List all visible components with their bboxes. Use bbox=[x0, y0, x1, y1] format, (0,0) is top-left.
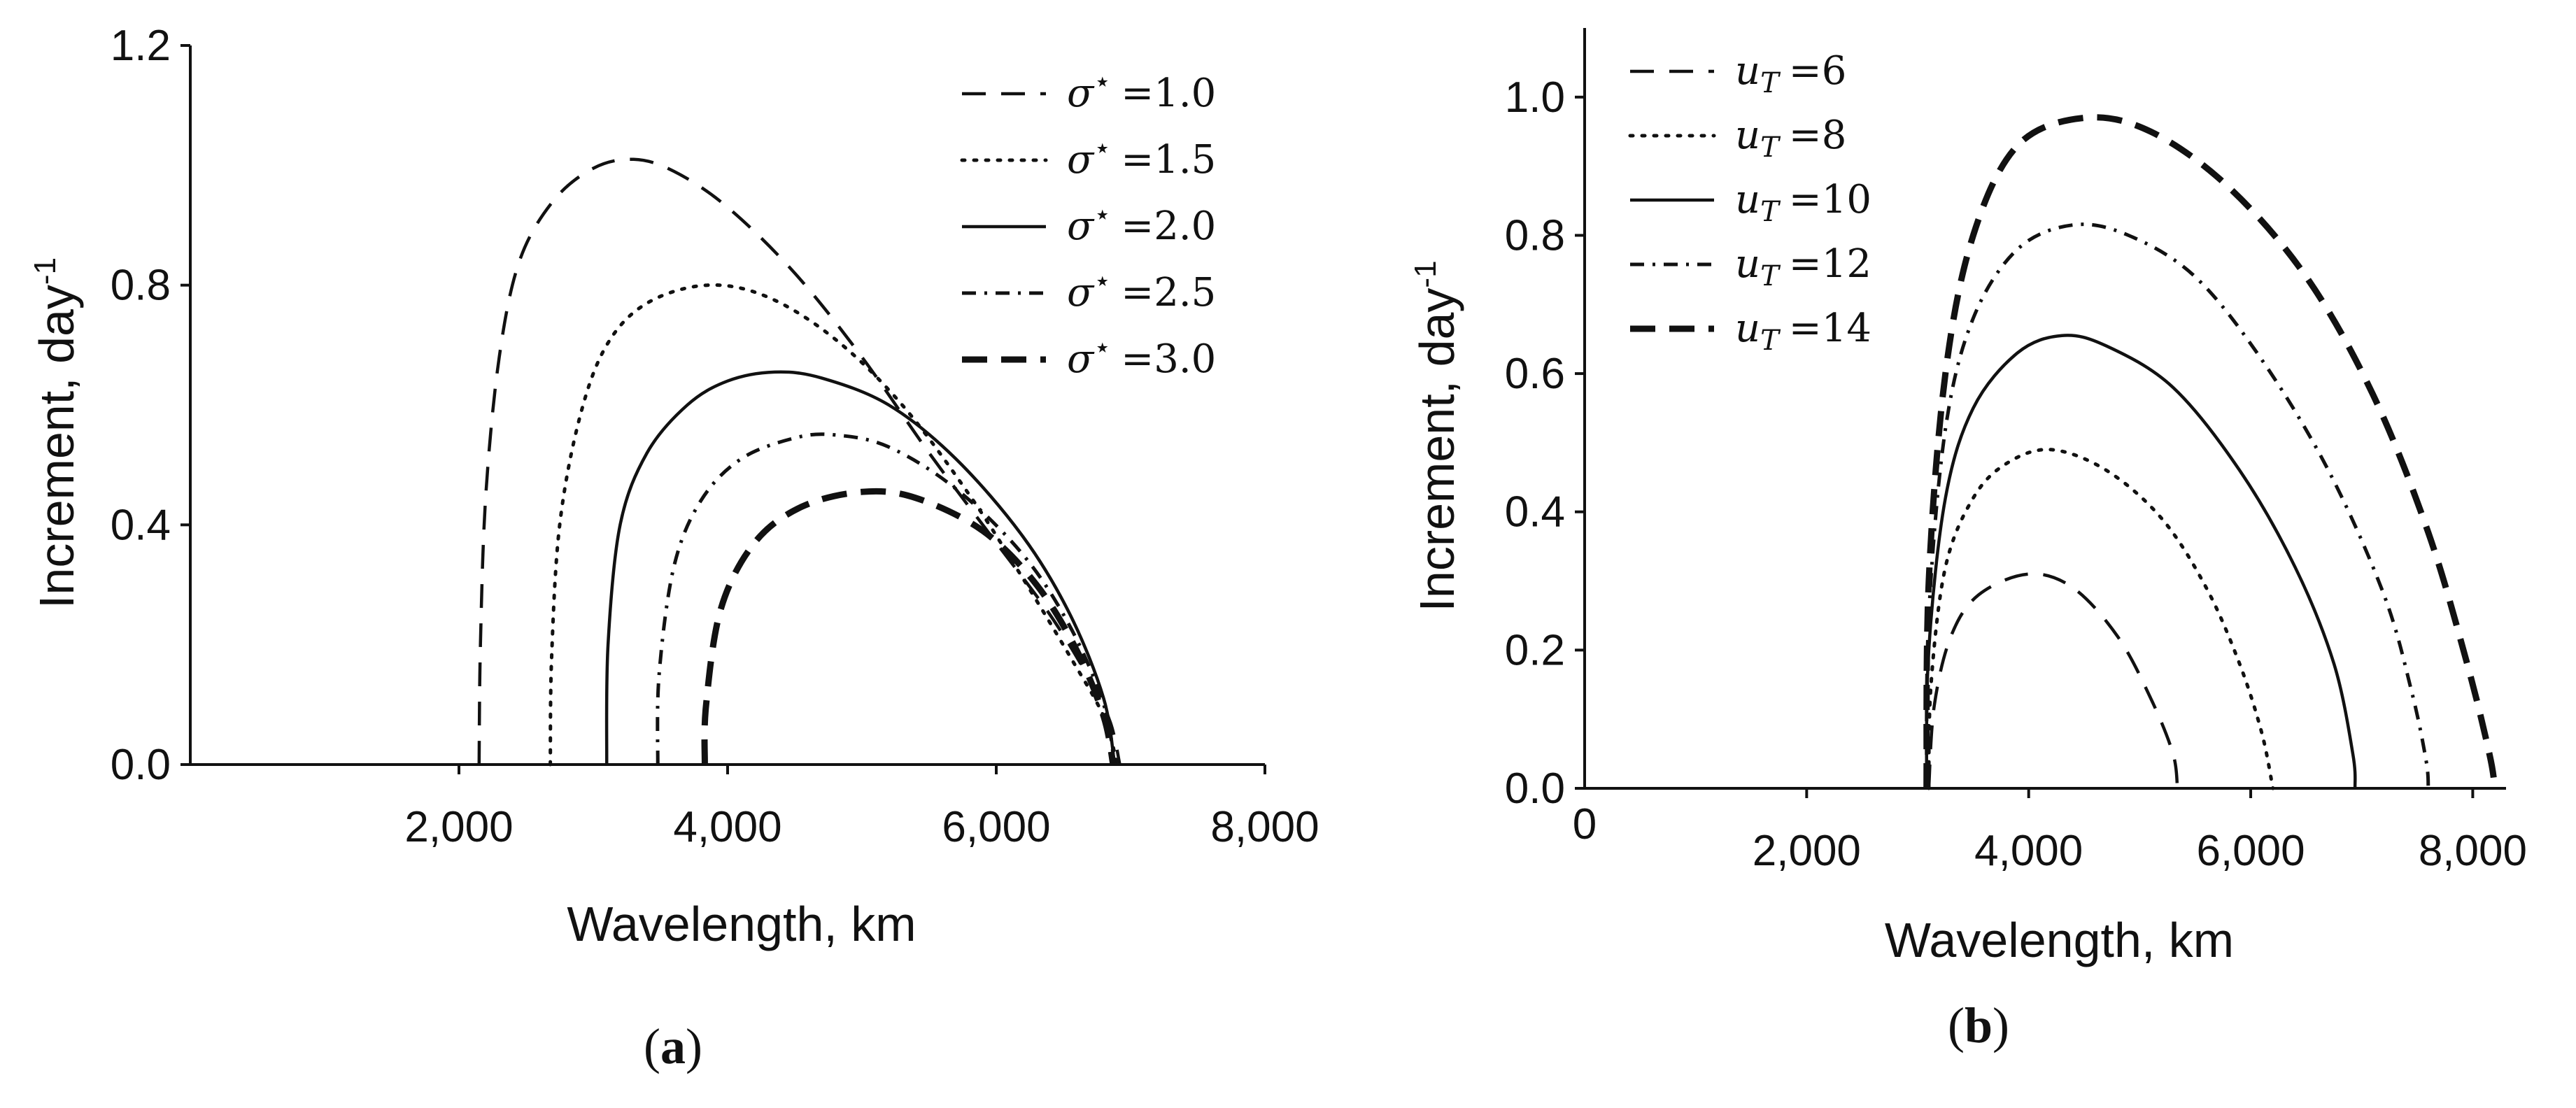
series-line-b-3 bbox=[1925, 334, 2357, 789]
legend-symbol: σ bbox=[1067, 270, 1095, 315]
y-axis-label-main: Increment, day bbox=[29, 285, 84, 609]
panel-letter: a bbox=[660, 1018, 686, 1074]
x-tick-label: 2,000 bbox=[1753, 827, 1861, 875]
y-axis-label-sup: -1 bbox=[28, 257, 62, 285]
legend-symbol: σ bbox=[1067, 336, 1095, 382]
legend-symbol: u bbox=[1735, 48, 1760, 94]
y-tick-label: 0.4 bbox=[111, 501, 171, 549]
legend-symbol: u bbox=[1735, 113, 1760, 158]
x-tick-label: 6,000 bbox=[942, 803, 1050, 851]
y-tick-label: 0.6 bbox=[1505, 350, 1565, 398]
series-line-a-3 bbox=[604, 370, 1117, 765]
y-axis-label-sup: -1 bbox=[1408, 260, 1443, 287]
legend-subscript: T bbox=[1760, 260, 1781, 292]
series-line-b-2 bbox=[1927, 448, 2275, 790]
y-tick-label: 0.4 bbox=[1505, 488, 1565, 537]
x-tick-label: 4,000 bbox=[1974, 827, 2083, 875]
y-tick-label: 1.2 bbox=[111, 22, 171, 70]
origin-label: 0 bbox=[1573, 800, 1597, 848]
legend-symbol: u bbox=[1735, 177, 1760, 222]
x-tick-label: 2,000 bbox=[404, 803, 513, 851]
legend-entry: σ⋆ =1.0 bbox=[1067, 66, 1216, 116]
series-line-b-4 bbox=[1925, 222, 2430, 789]
legend-value: =6 bbox=[1789, 48, 1847, 94]
legend-entry: uT =6 bbox=[1735, 48, 1846, 99]
legend-entry: σ⋆ =2.0 bbox=[1067, 199, 1216, 249]
series-line-a-5 bbox=[701, 488, 1117, 765]
y-tick-label: 1.0 bbox=[1505, 73, 1565, 122]
y-tick-label: 0.8 bbox=[111, 262, 171, 310]
legend-entry: uT =14 bbox=[1735, 306, 1871, 357]
y-tick-label: 0.0 bbox=[1505, 765, 1565, 813]
x-axis-label: Wavelength, km bbox=[567, 897, 916, 951]
y-tick-label: 0.0 bbox=[111, 741, 171, 789]
legend-symbol: σ bbox=[1067, 137, 1095, 183]
legend-entry: uT =8 bbox=[1735, 113, 1846, 164]
panel-a: 0.0 0.4 0.8 1.2 2,000 4,000 6,000 8,000 Waveleng… bbox=[28, 22, 1319, 1074]
series-line-b-1 bbox=[1927, 572, 2179, 789]
legend-value: =8 bbox=[1789, 113, 1847, 158]
legend-subscript: T bbox=[1760, 196, 1781, 228]
legend-value: =12 bbox=[1789, 241, 1871, 287]
series-line-b-5 bbox=[1923, 114, 2498, 789]
x-tick-label: 8,000 bbox=[1210, 803, 1319, 851]
x-tick-label: 8,000 bbox=[2419, 827, 2527, 875]
x-axis-label: Wavelength, km bbox=[1885, 913, 2234, 967]
series-line-a-4 bbox=[656, 432, 1117, 765]
panel-b: 0.0 0.2 0.4 0.6 0.8 1.0 2,000 4,000 6,000 8,000 0 W… bbox=[1408, 28, 2527, 1053]
legend-symbol: σ bbox=[1067, 204, 1095, 249]
y-tick-label: 0.2 bbox=[1505, 626, 1565, 674]
legend-subscript: T bbox=[1760, 325, 1781, 357]
legend-entry: uT =12 bbox=[1735, 241, 1871, 292]
legend-entry: σ⋆ =1.5 bbox=[1067, 132, 1216, 183]
legend-star: ⋆ bbox=[1094, 132, 1111, 164]
y-axis-label: Increment, day-1 bbox=[28, 257, 84, 609]
panel-label-b: (b) bbox=[1948, 997, 2009, 1053]
legend-value: =10 bbox=[1789, 177, 1871, 222]
series-line-a-1 bbox=[477, 157, 1121, 765]
legend-entry: uT =10 bbox=[1735, 177, 1871, 228]
legend-star: ⋆ bbox=[1094, 332, 1111, 364]
x-tick-label: 4,000 bbox=[673, 803, 781, 851]
legend-star: ⋆ bbox=[1094, 66, 1111, 98]
legend-value: =1.0 bbox=[1121, 71, 1216, 116]
legend-symbol: σ bbox=[1067, 71, 1095, 116]
legend-value: =2.0 bbox=[1121, 204, 1216, 249]
legend-entry: σ⋆ =2.5 bbox=[1067, 265, 1216, 315]
legend-symbol: u bbox=[1735, 241, 1760, 287]
legend-value: =3.0 bbox=[1121, 336, 1216, 382]
legend-value: =2.5 bbox=[1121, 270, 1216, 315]
legend-symbol: u bbox=[1735, 306, 1760, 351]
panel-label-a: (a) bbox=[644, 1018, 702, 1074]
legend-value: =1.5 bbox=[1121, 137, 1216, 183]
legend-subscript: T bbox=[1760, 67, 1781, 99]
y-tick-label: 0.8 bbox=[1505, 211, 1565, 260]
x-tick-label: 6,000 bbox=[2196, 827, 2305, 875]
series-line-a-2 bbox=[549, 283, 1119, 767]
y-axis-label: Increment, day-1 bbox=[1408, 260, 1464, 611]
legend-value: =14 bbox=[1789, 306, 1871, 351]
legend-star: ⋆ bbox=[1094, 199, 1111, 231]
y-axis-label-main: Increment, day bbox=[1410, 288, 1464, 612]
legend-entry: σ⋆ =3.0 bbox=[1067, 332, 1216, 382]
legend-subscript: T bbox=[1760, 132, 1781, 164]
legend-star: ⋆ bbox=[1094, 265, 1111, 297]
panel-letter: b bbox=[1965, 997, 1993, 1053]
legend-a: σ⋆ =1.0σ⋆ =1.5σ⋆ =2.0σ⋆ =2.5σ⋆ =3.0 bbox=[960, 66, 1216, 382]
